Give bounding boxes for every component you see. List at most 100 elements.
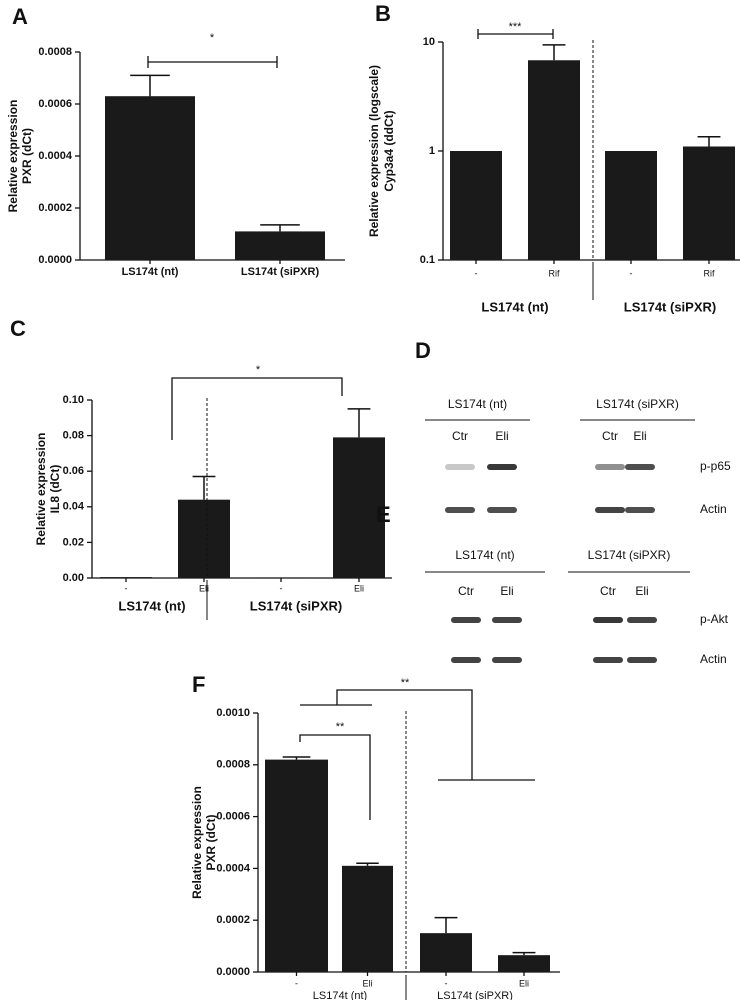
error-bar bbox=[282, 756, 311, 760]
bar bbox=[683, 146, 735, 260]
error-bar bbox=[542, 44, 566, 61]
panel-letter: C bbox=[10, 316, 26, 341]
y-tick-label: 0.0000 bbox=[216, 966, 250, 978]
blot-group-title: LS174t (nt) bbox=[455, 548, 514, 562]
group-label: LS174t (nt) bbox=[118, 598, 185, 613]
lane-label: Eli bbox=[495, 429, 508, 443]
panel-letter: A bbox=[12, 4, 28, 29]
blot-band bbox=[595, 464, 625, 470]
bracket-line bbox=[171, 377, 343, 440]
y-tick-label: 0.00 bbox=[63, 572, 84, 584]
significance-label: *** bbox=[509, 21, 523, 33]
y-axis-label: Cyp3a4 (ddCt) bbox=[382, 110, 396, 191]
bar bbox=[235, 231, 325, 260]
row-label: Actin bbox=[700, 652, 727, 666]
y-tick-label: 1 bbox=[429, 145, 435, 157]
group-label: LS174t (siPXR) bbox=[624, 299, 716, 314]
x-tick-label: LS174t (siPXR) bbox=[241, 266, 320, 278]
error-bar bbox=[512, 951, 536, 956]
bar bbox=[450, 151, 502, 260]
x-tick-label: - bbox=[295, 978, 298, 988]
error-bar bbox=[260, 224, 300, 232]
bracket-line bbox=[336, 689, 473, 780]
y-tick-label: 0.02 bbox=[63, 536, 84, 548]
group-label: LS174t (nt) bbox=[481, 299, 548, 314]
lane-label: Ctr bbox=[600, 584, 616, 598]
x-tick-label: - bbox=[475, 268, 478, 278]
group-label: LS174t (siPXR) bbox=[250, 598, 342, 613]
bar bbox=[342, 865, 393, 972]
blot-band bbox=[627, 657, 657, 663]
bar bbox=[255, 577, 307, 578]
y-tick-label: 0.10 bbox=[63, 394, 84, 406]
y-axis-label: Relative expression bbox=[190, 786, 204, 899]
error-bar bbox=[356, 862, 379, 866]
y-tick-label: 0.04 bbox=[63, 501, 85, 513]
lane-label: Ctr bbox=[458, 584, 474, 598]
x-tick-label: Eli bbox=[199, 583, 209, 593]
y-tick-label: 0.0002 bbox=[216, 914, 250, 926]
bracket-line bbox=[299, 734, 371, 820]
y-axis-label: Relative expression bbox=[34, 433, 48, 546]
y-tick-label: 0.0008 bbox=[216, 759, 250, 771]
lane-label: Ctr bbox=[452, 429, 468, 443]
row-label: p-Akt bbox=[700, 612, 729, 626]
blot-band bbox=[593, 657, 623, 663]
bar bbox=[605, 151, 657, 260]
x-tick-label: - bbox=[630, 268, 633, 278]
row-label: p-p65 bbox=[700, 459, 731, 473]
blot-band bbox=[451, 657, 481, 663]
bar bbox=[100, 577, 152, 578]
blot-band bbox=[625, 507, 655, 513]
bar bbox=[265, 759, 328, 972]
lane-label: Eli bbox=[635, 584, 648, 598]
blot-group-title: LS174t (siPXR) bbox=[596, 397, 679, 411]
bar bbox=[498, 955, 550, 972]
blot-band bbox=[445, 464, 475, 470]
blot-group-title: LS174t (siPXR) bbox=[588, 548, 671, 562]
y-tick-label: 10 bbox=[423, 36, 435, 48]
y-tick-label: 0.0002 bbox=[38, 202, 72, 214]
y-tick-label: 0.06 bbox=[63, 465, 84, 477]
blot-band bbox=[593, 617, 623, 623]
blot-band bbox=[625, 464, 655, 470]
error-bar bbox=[347, 408, 371, 438]
y-axis-label: Relative expression bbox=[6, 100, 20, 213]
significance-label: * bbox=[210, 32, 215, 44]
y-axis-label: Relative expression (logscale) bbox=[367, 65, 381, 237]
x-tick-label: - bbox=[280, 583, 283, 593]
bar bbox=[333, 437, 385, 578]
blot-group-title: LS174t (nt) bbox=[448, 397, 507, 411]
blot-band bbox=[445, 507, 475, 513]
error-bar bbox=[192, 475, 216, 500]
y-tick-label: 0.1 bbox=[420, 254, 435, 266]
x-tick-label: Rif bbox=[704, 268, 715, 278]
significance-label: ** bbox=[336, 721, 345, 733]
lane-label: Eli bbox=[500, 584, 513, 598]
y-axis-label: PXR (dCt) bbox=[20, 128, 34, 184]
y-tick-label: 0.0000 bbox=[38, 254, 72, 266]
blot-band bbox=[492, 617, 522, 623]
x-tick-label: Eli bbox=[519, 978, 529, 988]
y-axis-label: IL8 (dCt) bbox=[48, 465, 62, 514]
panel-letter: B bbox=[375, 1, 391, 26]
lane-label: Eli bbox=[633, 429, 646, 443]
y-tick-label: 0.0004 bbox=[38, 150, 73, 162]
blot-band bbox=[627, 617, 657, 623]
blot-band bbox=[492, 657, 522, 663]
significance-label: ** bbox=[401, 677, 410, 689]
bar bbox=[528, 60, 580, 260]
x-tick-label: Rif bbox=[549, 268, 560, 278]
error-bar bbox=[130, 74, 170, 97]
lane-label: Ctr bbox=[602, 429, 618, 443]
row-label: Actin bbox=[700, 502, 727, 516]
y-tick-label: 0.0008 bbox=[38, 46, 72, 58]
bar bbox=[178, 499, 230, 578]
y-tick-label: 0.0010 bbox=[216, 707, 250, 719]
panel-letter: D bbox=[415, 338, 431, 363]
x-tick-label: Eli bbox=[362, 978, 372, 988]
panel-letter: F bbox=[192, 672, 205, 697]
panel-letter: E bbox=[376, 502, 391, 527]
